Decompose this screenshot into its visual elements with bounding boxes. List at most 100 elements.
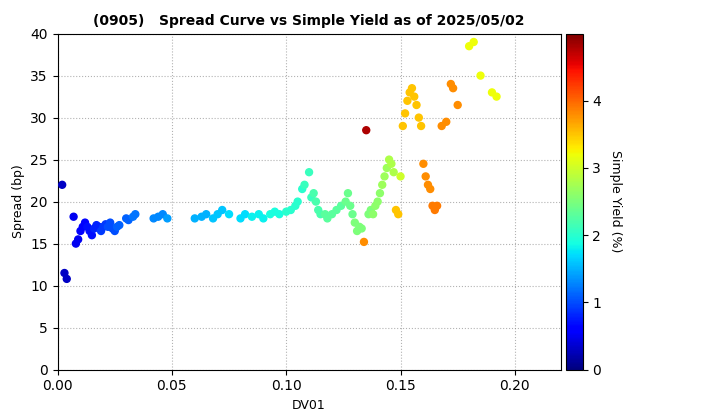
Point — [320, 211, 331, 218]
Point — [130, 211, 141, 218]
Point — [59, 270, 71, 276]
Point — [100, 221, 112, 228]
Point — [312, 207, 324, 213]
Point — [390, 207, 402, 213]
Point — [326, 211, 338, 218]
Point — [148, 215, 159, 222]
Point — [330, 207, 342, 213]
Point — [351, 228, 363, 234]
Point — [308, 190, 320, 197]
Point — [303, 169, 315, 176]
Point — [212, 211, 223, 218]
Point — [404, 89, 415, 96]
Point — [200, 211, 212, 218]
Point — [369, 202, 381, 209]
Point — [246, 213, 258, 220]
Point — [347, 211, 359, 218]
Point — [372, 198, 384, 205]
Point — [491, 93, 503, 100]
Point — [363, 211, 374, 218]
Point — [422, 181, 433, 188]
X-axis label: DV01: DV01 — [292, 399, 326, 412]
Point — [73, 236, 84, 243]
Point — [93, 223, 104, 230]
Point — [397, 123, 408, 129]
Point — [95, 228, 107, 234]
Point — [322, 215, 333, 222]
Point — [358, 239, 369, 245]
Point — [196, 213, 207, 220]
Point — [374, 190, 386, 197]
Point — [411, 102, 423, 108]
Point — [413, 114, 425, 121]
Point — [441, 118, 452, 125]
Point — [75, 228, 86, 234]
Point — [418, 160, 429, 167]
Point — [61, 276, 73, 282]
Point — [157, 211, 168, 218]
Point — [109, 228, 120, 234]
Point — [217, 207, 228, 213]
Point — [420, 173, 431, 180]
Point — [406, 85, 418, 92]
Point — [305, 194, 317, 201]
Point — [122, 217, 134, 223]
Point — [98, 223, 109, 230]
Point — [340, 198, 351, 205]
Point — [388, 169, 400, 176]
Point — [379, 173, 390, 180]
Point — [297, 186, 308, 192]
Point — [107, 225, 118, 232]
Point — [292, 198, 303, 205]
Point — [408, 93, 420, 100]
Point — [468, 39, 480, 45]
Point — [120, 215, 132, 222]
Point — [381, 165, 392, 171]
Point — [281, 208, 292, 215]
Point — [386, 160, 397, 167]
Point — [235, 215, 246, 222]
Point — [445, 81, 456, 87]
Point — [56, 181, 68, 188]
Point — [365, 207, 377, 213]
Point — [431, 202, 443, 209]
Point — [89, 225, 100, 232]
Point — [68, 213, 79, 220]
Point — [264, 211, 276, 218]
Y-axis label: Simple Yield (%): Simple Yield (%) — [609, 150, 622, 253]
Point — [429, 207, 441, 213]
Point — [474, 72, 486, 79]
Point — [336, 202, 347, 209]
Point — [447, 85, 459, 92]
Point — [344, 202, 356, 209]
Point — [91, 222, 102, 228]
Point — [161, 215, 173, 222]
Point — [436, 123, 447, 129]
Y-axis label: Spread (bp): Spread (bp) — [12, 165, 24, 239]
Point — [153, 213, 164, 220]
Point — [349, 219, 361, 226]
Point — [361, 127, 372, 134]
Point — [239, 211, 251, 218]
Point — [486, 89, 498, 96]
Point — [189, 215, 201, 222]
Point — [112, 223, 123, 230]
Point — [70, 240, 81, 247]
Point — [81, 223, 93, 230]
Point — [377, 181, 388, 188]
Point — [367, 211, 379, 218]
Point — [315, 211, 326, 218]
Point — [354, 223, 365, 230]
Point — [104, 219, 116, 226]
Point — [299, 181, 310, 188]
Point — [114, 222, 125, 228]
Point — [274, 211, 285, 218]
Point — [77, 223, 89, 230]
Point — [223, 211, 235, 218]
Point — [402, 97, 413, 104]
Point — [395, 173, 406, 180]
Point — [269, 208, 281, 215]
Point — [427, 202, 438, 209]
Point — [258, 215, 269, 222]
Point — [464, 43, 475, 50]
